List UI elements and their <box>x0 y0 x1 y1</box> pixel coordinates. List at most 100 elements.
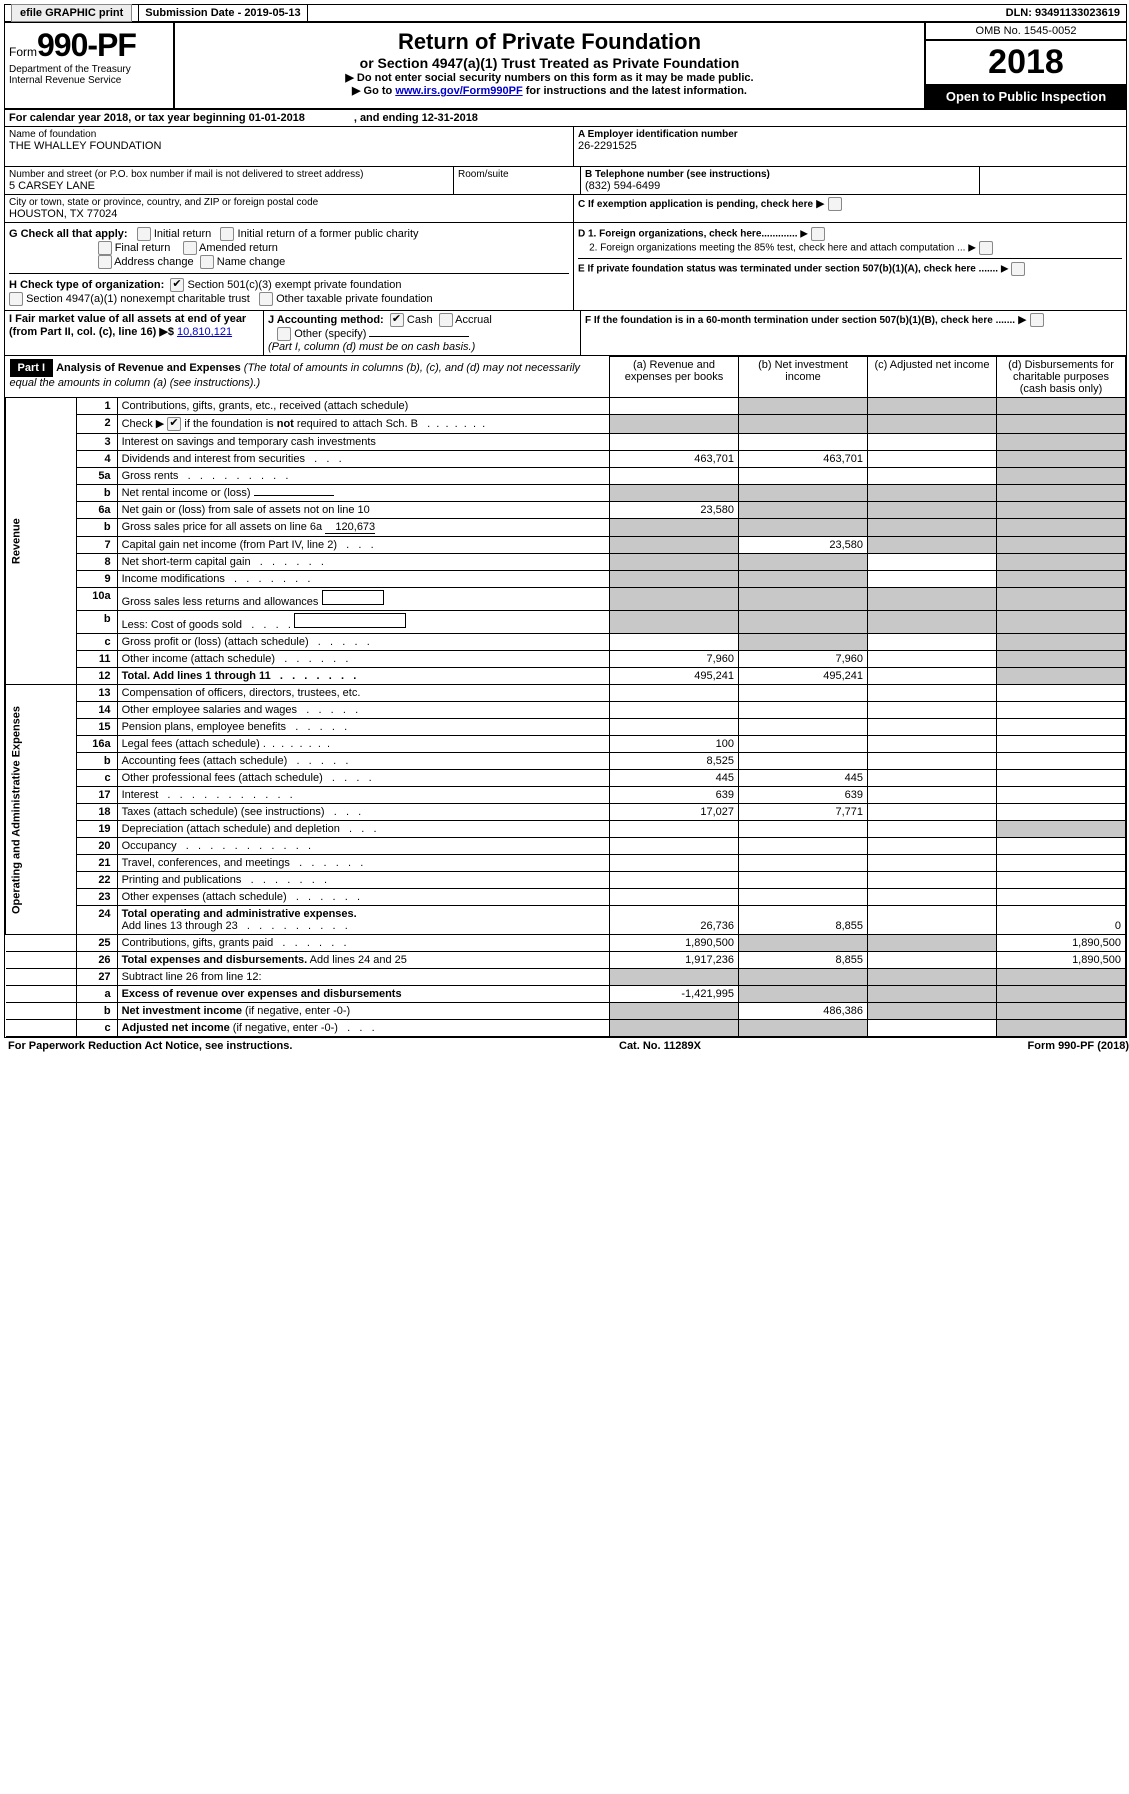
row-desc: Accounting fees (attach schedule) . . . … <box>117 753 609 770</box>
f-label: F If the foundation is in a 60-month ter… <box>585 315 1015 326</box>
d1-checkbox[interactable] <box>811 227 825 241</box>
row-num: 6a <box>76 502 117 519</box>
efile-print-btn[interactable]: efile GRAPHIC print <box>5 5 139 21</box>
cell-a: 495,241 <box>610 668 739 685</box>
cell-b: 486,386 <box>739 1003 868 1020</box>
row-num: 27 <box>76 969 117 986</box>
row-num: c <box>76 1020 117 1037</box>
row-desc: Excess of revenue over expenses and disb… <box>117 986 609 1003</box>
cell-b: 463,701 <box>739 451 868 468</box>
form-number: Form990-PF <box>9 27 169 64</box>
j-cash-checkbox[interactable] <box>390 313 404 327</box>
addr-tel-row: Number and street (or P.O. box number if… <box>5 167 1126 195</box>
row-desc: Capital gain net income (from Part IV, l… <box>117 537 609 554</box>
g-final-checkbox[interactable] <box>98 241 112 255</box>
row-num: 1 <box>76 398 117 415</box>
j-label: J Accounting method: <box>268 314 384 326</box>
col-a-header: (a) Revenue and expenses per books <box>610 357 739 398</box>
g-address-checkbox[interactable] <box>98 255 112 269</box>
room-label: Room/suite <box>458 169 576 180</box>
form-num-big: 990-PF <box>37 27 136 63</box>
cell-d: 1,890,500 <box>997 935 1126 952</box>
row-num: b <box>76 1003 117 1020</box>
g-o5: Address change <box>114 256 194 268</box>
row-desc: Other professional fees (attach schedule… <box>117 770 609 787</box>
goto-post: for instructions and the latest informat… <box>523 85 747 97</box>
tax-year: 2018 <box>926 40 1126 85</box>
row-desc: Income modifications . . . . . . . <box>117 571 609 588</box>
h-4947-checkbox[interactable] <box>9 292 23 306</box>
ein-value: 26-2291525 <box>578 140 1122 152</box>
row-num: 23 <box>76 889 117 906</box>
row-num: 19 <box>76 821 117 838</box>
schb-checkbox[interactable] <box>167 417 181 431</box>
h-other-checkbox[interactable] <box>259 292 273 306</box>
row-num: 20 <box>76 838 117 855</box>
form-prefix: Form <box>9 45 37 59</box>
name-label: Name of foundation <box>9 129 569 140</box>
row-num: 4 <box>76 451 117 468</box>
g-amended-checkbox[interactable] <box>183 241 197 255</box>
row-num: 12 <box>76 668 117 685</box>
g-initial-former-checkbox[interactable] <box>220 227 234 241</box>
footer-left: For Paperwork Reduction Act Notice, see … <box>8 1040 292 1052</box>
calendar-year-row: For calendar year 2018, or tax year begi… <box>5 110 1126 127</box>
g-section: G Check all that apply: Initial return I… <box>9 227 569 269</box>
f-checkbox[interactable] <box>1030 313 1044 327</box>
cell-b: 8,855 <box>739 952 868 969</box>
cell-a: 1,890,500 <box>610 935 739 952</box>
tel-value: (832) 594-6499 <box>585 180 975 192</box>
row-num: 21 <box>76 855 117 872</box>
submission-date: Submission Date - 2019-05-13 <box>139 5 307 21</box>
cell-a: 7,960 <box>610 651 739 668</box>
cell-b: 7,960 <box>739 651 868 668</box>
row-num: 16a <box>76 736 117 753</box>
g-initial-checkbox[interactable] <box>137 227 151 241</box>
c-checkbox[interactable] <box>828 197 842 211</box>
row-desc: Net short-term capital gain . . . . . . <box>117 554 609 571</box>
d2-checkbox[interactable] <box>979 241 993 255</box>
city-value: HOUSTON, TX 77024 <box>9 208 569 220</box>
revenue-side-label: Revenue <box>6 398 77 685</box>
city-label: City or town, state or province, country… <box>9 197 569 208</box>
cell-a: 1,917,236 <box>610 952 739 969</box>
city-c-row: City or town, state or province, country… <box>5 195 1126 223</box>
ssn-warning: ▶ Do not enter social security numbers o… <box>181 71 918 84</box>
form-990pf: efile GRAPHIC print Submission Date - 20… <box>4 4 1127 1038</box>
omb-number: OMB No. 1545-0052 <box>926 23 1126 40</box>
row-num: b <box>76 519 117 537</box>
h-o2: Section 4947(a)(1) nonexempt charitable … <box>26 293 250 305</box>
cal-begin: For calendar year 2018, or tax year begi… <box>5 110 1126 126</box>
c-label: C If exemption application is pending, c… <box>578 199 813 210</box>
e-checkbox[interactable] <box>1011 262 1025 276</box>
g-o2: Initial return of a former public charit… <box>238 228 419 240</box>
g-d-row: G Check all that apply: Initial return I… <box>5 223 1126 311</box>
j-other-checkbox[interactable] <box>277 327 291 341</box>
row-desc: Gross sales less returns and allowances <box>117 588 609 611</box>
row-desc: Contributions, gifts, grants paid . . . … <box>117 935 609 952</box>
g-name-checkbox[interactable] <box>200 255 214 269</box>
row-desc: Gross profit or (loss) (attach schedule)… <box>117 634 609 651</box>
row-num: 10a <box>76 588 117 611</box>
j-accrual: Accrual <box>455 314 492 326</box>
h-label: H Check type of organization: <box>9 279 164 291</box>
row-desc: Depreciation (attach schedule) and deple… <box>117 821 609 838</box>
i-value[interactable]: 10,810,121 <box>177 326 232 338</box>
cell-b: 23,580 <box>739 537 868 554</box>
j-cash: Cash <box>407 314 433 326</box>
open-inspection: Open to Public Inspection <box>926 85 1126 108</box>
cell-a: 8,525 <box>610 753 739 770</box>
dept-treasury: Department of the Treasury <box>9 64 169 75</box>
dln: DLN: 93491133023619 <box>1000 5 1126 21</box>
h-o1: Section 501(c)(3) exempt private foundat… <box>187 279 401 291</box>
j-note: (Part I, column (d) must be on cash basi… <box>268 341 475 353</box>
goto-link[interactable]: www.irs.gov/Form990PF <box>395 85 522 97</box>
addr-label: Number and street (or P.O. box number if… <box>9 169 449 180</box>
row-desc: Occupancy . . . . . . . . . . . <box>117 838 609 855</box>
top-bar: efile GRAPHIC print Submission Date - 20… <box>5 5 1126 23</box>
cell-b: 639 <box>739 787 868 804</box>
j-accrual-checkbox[interactable] <box>439 313 453 327</box>
irs-label: Internal Revenue Service <box>9 75 169 86</box>
h-o3: Other taxable private foundation <box>276 293 433 305</box>
h-501c3-checkbox[interactable] <box>170 278 184 292</box>
